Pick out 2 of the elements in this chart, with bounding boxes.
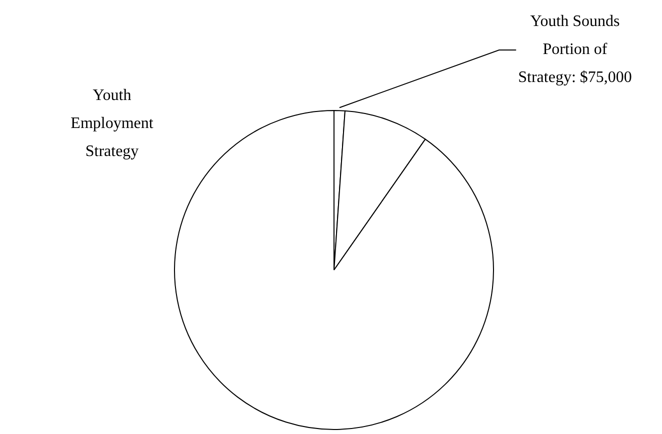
slice-label: Youth Employment Strategy bbox=[70, 87, 154, 160]
slice-label: Youth Sounds Portion of Strategy: $75,000 bbox=[518, 13, 632, 86]
